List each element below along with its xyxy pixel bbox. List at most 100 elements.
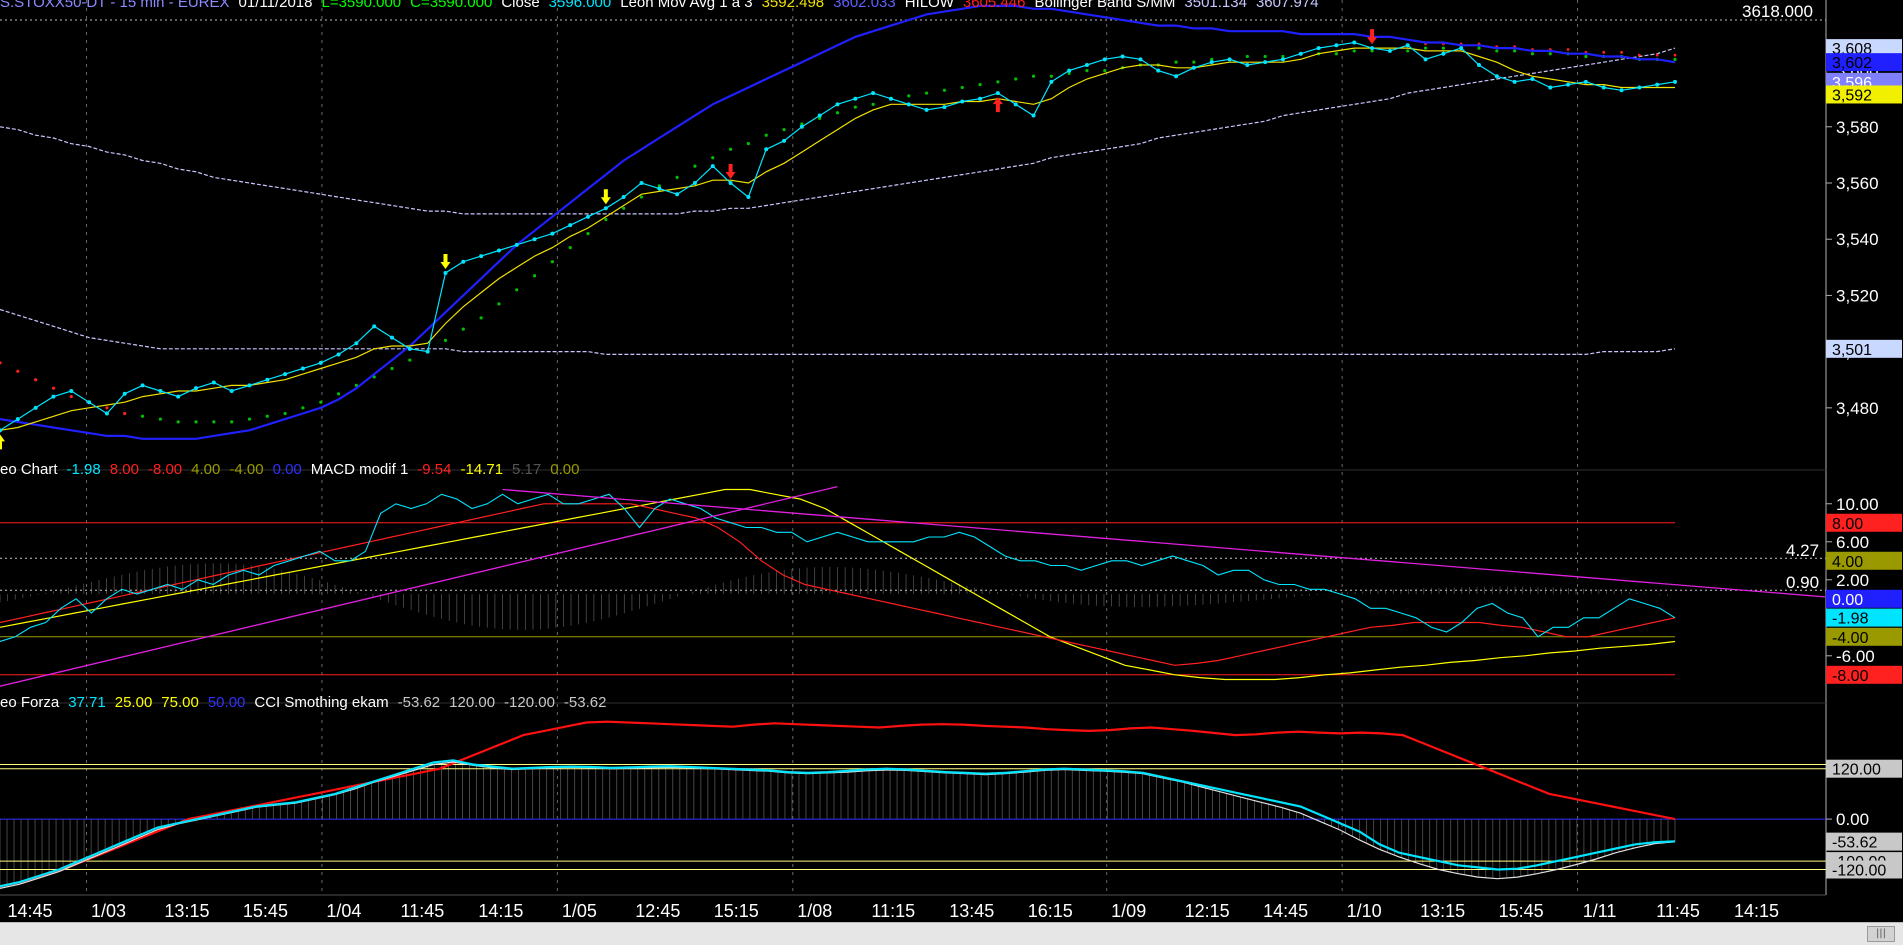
value-box	[1826, 608, 1902, 627]
support-dot	[319, 400, 323, 404]
resistance-dot	[34, 378, 38, 382]
close-point	[1405, 43, 1410, 48]
time-label: 14:45	[7, 901, 52, 921]
support-dot	[907, 94, 911, 98]
support-dot	[1352, 49, 1356, 53]
support-dot	[1406, 49, 1410, 53]
legend-item: 3605.446	[962, 0, 1026, 11]
signal-arrow	[1367, 29, 1378, 45]
close-point	[283, 372, 288, 377]
value-box-label: 3,592	[1832, 87, 1872, 104]
close-point	[586, 214, 591, 219]
support-dot	[586, 231, 590, 236]
support-dot	[1210, 57, 1214, 61]
signal-arrow	[600, 189, 611, 205]
close-point	[1512, 79, 1517, 84]
legend-item: -14.71	[460, 461, 504, 478]
support-dot	[800, 122, 804, 126]
close-point	[443, 270, 448, 275]
support-dot	[818, 116, 822, 120]
value-box-label: 120.00	[1832, 762, 1881, 779]
support-dot	[390, 366, 394, 371]
cci-line	[0, 759, 1676, 888]
legend-item: Bollinger Band S/MM	[1034, 0, 1176, 11]
price-panel-legend: S.STOXX50-DT - 15 min - EUREX 01/11/2018 L…	[0, 0, 1328, 11]
close-point	[425, 349, 430, 354]
support-dot	[336, 392, 341, 396]
close-point	[728, 181, 733, 186]
support-dot	[1441, 46, 1445, 50]
resistance-dot	[123, 411, 127, 416]
close-point	[924, 107, 929, 112]
time-label: 13:15	[1420, 901, 1465, 921]
value-box	[1826, 513, 1902, 532]
legend-item: 0.00	[272, 461, 302, 478]
value-box	[1826, 589, 1902, 608]
value-box	[1826, 627, 1902, 646]
close-point	[1476, 62, 1481, 67]
support-dot	[194, 420, 198, 424]
macd-line	[0, 503, 1676, 666]
close-point	[479, 254, 484, 259]
close-point	[229, 388, 234, 393]
close-point	[710, 164, 715, 169]
close-point	[888, 96, 893, 101]
support-dot	[230, 420, 234, 424]
support-dot	[996, 80, 1000, 84]
bollinger-upper-line	[0, 47, 1676, 215]
signal-arrow	[440, 253, 451, 269]
grid	[0, 0, 1827, 896]
legend-item: L=3590.000	[321, 0, 402, 11]
value-box-label: -4.00	[1832, 630, 1869, 647]
tick-label: -6.00	[1836, 647, 1875, 666]
moving-average-line	[0, 47, 1675, 431]
tick-label: 3,580	[1836, 118, 1879, 137]
time-label: 15:45	[1499, 901, 1544, 921]
close-point	[87, 400, 92, 405]
close-point	[621, 195, 626, 200]
legend-item: -53.62	[563, 694, 607, 711]
close-point	[69, 388, 74, 393]
close-point	[817, 113, 822, 118]
close-point	[1049, 79, 1054, 84]
close-point	[1067, 68, 1072, 73]
close-point	[1209, 60, 1214, 65]
tick-label: 3,540	[1836, 230, 1879, 249]
support-dot	[1174, 60, 1178, 64]
close-point	[1138, 57, 1143, 62]
legend-item: 5.17	[512, 461, 542, 478]
close-point	[354, 341, 359, 346]
close-point	[1548, 85, 1553, 90]
close-point	[550, 231, 555, 236]
resistance-dot	[1620, 50, 1623, 54]
legend-item: -9.54	[417, 461, 452, 478]
time-label: 1/08	[797, 901, 832, 921]
legend-item: Leon Mov Avg 1 a 3	[620, 0, 753, 11]
close-point	[265, 377, 270, 382]
support-dot	[1085, 68, 1089, 73]
legend-item: -120.00	[504, 694, 555, 711]
bollinger-lower-line	[0, 308, 1676, 355]
close-point	[1013, 102, 1018, 107]
support-dot	[1513, 49, 1517, 53]
close-point	[1352, 40, 1357, 45]
close-point	[1619, 88, 1624, 93]
close-point	[1494, 74, 1499, 79]
time-label: 11:15	[871, 901, 915, 921]
close-point	[692, 181, 697, 186]
support-dot	[1103, 68, 1107, 73]
close-point	[1263, 60, 1268, 65]
tick-label: 3,560	[1836, 174, 1879, 193]
close-point	[871, 91, 876, 96]
upper-band-line	[0, 720, 1676, 888]
resistance-dot	[1673, 53, 1677, 57]
scrollbar-grip[interactable]: |||	[1867, 926, 1895, 942]
close-point	[1601, 85, 1606, 90]
time-label: 14:15	[478, 901, 523, 921]
legend-item: -1.98	[66, 461, 101, 478]
horizontal-scrollbar[interactable]: |||	[0, 922, 1903, 945]
value-box-label: 4.00	[1832, 554, 1863, 571]
value-box	[1826, 665, 1902, 684]
close-point	[122, 391, 127, 396]
close-point	[835, 102, 840, 107]
